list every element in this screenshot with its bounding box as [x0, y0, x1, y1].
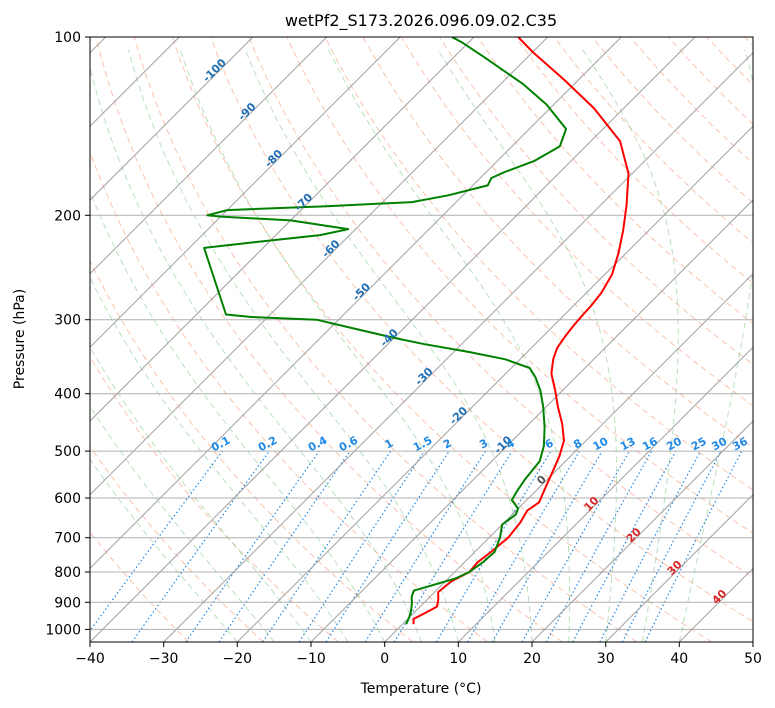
y-tick-label: 900 — [54, 595, 81, 611]
moist-adiabat — [90, 276, 349, 642]
mixing-ratio-label: 20 — [664, 435, 684, 454]
y-axis-title: Pressure (hPa) — [12, 289, 28, 389]
x-tick-label: 0 — [380, 651, 389, 667]
mixing-ratio-label: 13 — [618, 435, 638, 454]
y-tick-label: 200 — [54, 208, 81, 224]
mixing-ratio-label: 30 — [710, 435, 730, 454]
isotherm-line — [90, 37, 622, 570]
y-tick-label: 500 — [54, 444, 81, 460]
isotherm-line — [163, 51, 753, 642]
x-axis-ticks: −40 −30 −20 −10 0 10 20 30 40 50 — [75, 642, 762, 667]
isotherm-gridlines — [90, 37, 753, 642]
mixing-ratio-line — [545, 450, 653, 642]
dry-adiabat — [171, 37, 712, 642]
dry-adiabat — [90, 445, 264, 642]
isotherm-line — [457, 346, 753, 642]
moist-adiabat — [582, 49, 679, 642]
isotherm-line — [384, 272, 753, 642]
dry-adiabat — [324, 37, 753, 491]
mixing-ratio-label: 36 — [730, 435, 750, 454]
dry-adiabat — [95, 37, 563, 642]
y-tick-label: 300 — [54, 313, 81, 329]
dry-adiabat — [90, 259, 414, 642]
mixing-ratio-line — [90, 450, 223, 632]
x-tick-label: −30 — [149, 651, 179, 667]
mixing-ratio-line — [131, 450, 270, 642]
moist-adiabat — [437, 49, 617, 642]
plot-layers: -100-90-80-70-60-50-40-30-20-10010203040… — [90, 37, 753, 642]
dry-adiabat — [515, 37, 753, 284]
mixing-ratio-line — [521, 450, 631, 642]
mixing-ratio-label: 16 — [640, 435, 660, 454]
dry-adiabat — [90, 356, 339, 642]
moist-adiabat — [90, 405, 275, 642]
mixing-ratio-label: 10 — [591, 435, 611, 454]
dry-adiabat — [286, 37, 753, 534]
isotherm-line — [90, 37, 475, 422]
x-tick-label: 10 — [449, 651, 467, 667]
moist-adiabat — [678, 49, 753, 642]
mixing-ratio-line — [298, 450, 425, 642]
plot-frame — [89, 36, 754, 643]
y-axis-ticks: 100 200 300 400 500 600 700 800 900 1000 — [45, 30, 90, 638]
isotherm-line — [605, 493, 753, 642]
isotherm-line — [90, 37, 254, 201]
mixing-ratio-line — [218, 450, 351, 642]
isotherm-line — [90, 37, 401, 349]
x-tick-label: −40 — [75, 651, 105, 667]
chart-title: wetPf2_S173.2026.096.09.02.C35 — [285, 11, 557, 31]
x-tick-label: 20 — [523, 651, 541, 667]
moist-adiabat — [244, 49, 533, 642]
isotherm-line — [90, 37, 549, 496]
dry-adiabat — [248, 37, 753, 578]
moist-adiabats — [90, 49, 753, 642]
plot-area — [90, 37, 753, 642]
y-tick-label: 100 — [54, 30, 81, 46]
isobar-gridlines — [90, 37, 753, 630]
isotherm-line — [531, 420, 753, 642]
moist-adiabat — [90, 65, 422, 642]
x-tick-label: 30 — [597, 651, 615, 667]
sounding-profiles — [203, 37, 630, 625]
dewpoint-profile-line — [203, 37, 568, 625]
mixing-ratio-label: 25 — [689, 435, 709, 454]
x-tick-label: 40 — [670, 651, 688, 667]
isotherm-line — [310, 199, 753, 642]
x-tick-label: −20 — [223, 651, 253, 667]
mixing-ratio-line — [185, 450, 320, 642]
mixing-ratio-line — [262, 450, 392, 642]
mixing-ratio-line — [572, 450, 677, 642]
x-tick-label: 50 — [744, 651, 762, 667]
x-axis-title: Temperature (°C) — [360, 681, 482, 697]
x-tick-label: −10 — [296, 651, 326, 667]
dry-adiabats — [90, 37, 753, 642]
mixing-ratio-line — [325, 450, 450, 642]
moist-adiabat — [127, 49, 459, 642]
y-tick-label: 700 — [54, 531, 81, 547]
moist-adiabat — [90, 458, 238, 642]
mixing-ratio-lines — [90, 450, 743, 642]
mixing-ratio-line — [644, 450, 743, 642]
dry-adiabat — [133, 37, 638, 642]
y-tick-label: 600 — [54, 491, 81, 507]
y-tick-label: 800 — [54, 565, 81, 581]
y-tick-label: 400 — [54, 387, 81, 403]
moist-adiabat — [179, 49, 496, 642]
y-tick-label: 1000 — [45, 622, 81, 638]
moist-adiabat — [328, 49, 571, 642]
isotherm-line — [90, 37, 696, 642]
dry-adiabat — [210, 37, 753, 623]
isotherm-line — [90, 37, 328, 275]
mixing-ratio-line — [393, 450, 513, 642]
isotherm-line — [236, 125, 753, 642]
